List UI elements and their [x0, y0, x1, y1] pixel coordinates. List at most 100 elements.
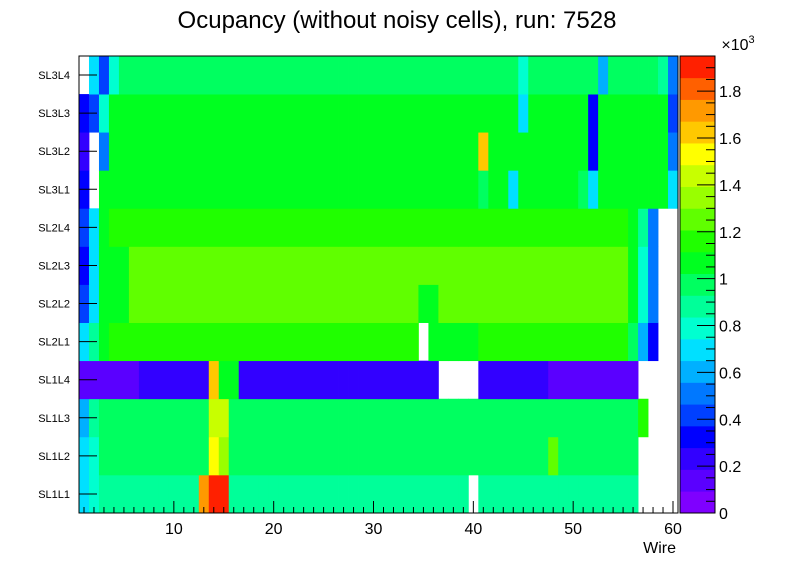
- heatmap-cell-SL1L4-w24: [308, 360, 319, 400]
- heatmap-cell-SL3L3-w4: [108, 94, 120, 133]
- heatmap-cell-SL2L2-w50: [568, 284, 579, 323]
- heatmap-cell-SL3L2-w6: [128, 132, 140, 171]
- heatmap-cell-SL1L2-w18: [248, 436, 260, 476]
- heatmap-cell-SL3L4-w7: [138, 56, 150, 95]
- heatmap-cell-SL3L4-w20: [268, 56, 280, 95]
- heatmap-cell-SL3L3-w44: [508, 94, 519, 133]
- heatmap-cell-SL2L2-w8: [148, 284, 160, 323]
- heatmap-cell-SL2L3-w30: [368, 246, 379, 285]
- heatmap-cell-SL2L2-w51: [578, 284, 589, 323]
- heatmap-cell-SL2L2-w21: [278, 284, 290, 323]
- heatmap-cell-SL2L3-w38: [448, 246, 459, 285]
- heatmap-cell-SL2L3-w7: [138, 246, 150, 285]
- x-tick-label: 40: [464, 521, 482, 538]
- heatmap-cell-SL3L4-w3: [98, 56, 110, 95]
- heatmap-cell-SL2L2-w37: [438, 284, 449, 323]
- heatmap-cell-SL2L4-w19: [258, 208, 270, 247]
- heatmap-cell-SL3L3-w40: [468, 94, 479, 133]
- color-scale-exponent: ×103: [721, 34, 754, 54]
- heatmap-cell-SL3L3-w19: [258, 94, 270, 133]
- heatmap-cell-SL1L3-w12: [188, 398, 200, 438]
- heatmap-cell-SL1L2-w32: [388, 436, 399, 476]
- heatmap-cell-SL1L2-w23: [298, 436, 310, 476]
- heatmap-cell-SL2L4-w10: [168, 208, 180, 247]
- heatmap-cell-SL2L2-w26: [328, 284, 339, 323]
- heatmap-cell-SL2L3-w31: [378, 246, 389, 285]
- heatmap-cell-SL2L3-w15: [218, 246, 230, 285]
- heatmap-cell-SL2L3-w52: [588, 246, 599, 285]
- heatmap-cell-SL2L1-w48: [548, 322, 559, 362]
- heatmap-cell-SL3L2-w20: [268, 132, 280, 171]
- y-tick-label: SL2L1: [38, 337, 70, 349]
- heatmap-cell-SL2L3-w54: [608, 246, 619, 285]
- heatmap-cell-SL1L4-w6: [128, 360, 140, 400]
- heatmap-cell-SL1L1-w38: [448, 474, 459, 514]
- heatmap-cell-SL2L2-w31: [378, 284, 389, 323]
- heatmap-cell-SL3L1-w25: [318, 170, 329, 209]
- heatmap-cell-SL1L1-w54: [608, 474, 619, 514]
- heatmap-cell-SL1L2-w9: [158, 436, 170, 476]
- heatmap-cell-SL2L2-w47: [538, 284, 549, 323]
- heatmap-cell-SL1L2-w53: [598, 436, 609, 476]
- heatmap-cell-SL3L3-w5: [118, 94, 130, 133]
- heatmap-cell-SL2L3-w12: [188, 246, 200, 285]
- heatmap-cell-SL2L2-w19: [258, 284, 270, 323]
- heatmap-cell-SL2L2-w17: [238, 284, 250, 323]
- heatmap-cell-SL3L3-w60: [668, 94, 679, 133]
- heatmap-cell-SL3L4-w48: [548, 56, 559, 95]
- heatmap-cell-SL3L4-w58: [648, 56, 659, 95]
- heatmap-cell-SL3L1-w48: [548, 170, 559, 209]
- heatmap-cell-SL2L3-w34: [408, 246, 419, 285]
- heatmap-cell-SL2L1-w28: [348, 322, 359, 362]
- heatmap-cell-SL1L1-w41: [478, 474, 489, 514]
- heatmap-cell-SL1L4-w56: [628, 360, 639, 400]
- heatmap-cell-SL1L4-w21: [278, 360, 290, 400]
- heatmap-cell-SL3L1-w23: [298, 170, 310, 209]
- heatmap-cell-SL3L1-w33: [398, 170, 409, 209]
- heatmap-cell-SL3L2-w58: [648, 132, 659, 171]
- heatmap-cell-SL1L2-w13: [198, 436, 210, 476]
- heatmap-cell-SL1L1-w16: [228, 474, 240, 514]
- heatmap-cell-SL1L1-w47: [538, 474, 549, 514]
- heatmap-cell-SL2L4-w54: [608, 208, 619, 247]
- heatmap-cell-SL1L2-w49: [558, 436, 569, 476]
- heatmap-cell-SL2L2-w18: [248, 284, 260, 323]
- heatmap-cell-SL2L1-w19: [258, 322, 270, 362]
- heatmap-cell-SL2L2-w54: [608, 284, 619, 323]
- heatmap-cell-SL1L4-w43: [498, 360, 509, 400]
- heatmap-cell-SL3L4-w38: [448, 56, 459, 95]
- heatmap-cell-SL1L2-w38: [448, 436, 459, 476]
- heatmap-cell-SL3L1-w58: [648, 170, 659, 209]
- heatmap-cell-SL2L1-w21: [278, 322, 290, 362]
- heatmap-cell-SL2L1-w25: [318, 322, 329, 362]
- heatmap-cell-SL2L2-w46: [528, 284, 539, 323]
- heatmap-cell-SL1L1-w20: [268, 474, 280, 514]
- heatmap-cell-SL2L4-w9: [158, 208, 170, 247]
- heatmap-cell-SL2L1-w16: [228, 322, 240, 362]
- heatmap-cell-SL3L1-w13: [198, 170, 210, 209]
- heatmap-cell-SL2L1-w33: [398, 322, 409, 362]
- heatmap-cell-SL2L4-w13: [198, 208, 210, 247]
- heatmap-cell-SL3L4-w42: [488, 56, 499, 95]
- heatmap-cell-SL1L3-w22: [288, 398, 300, 438]
- heatmap-cell-SL1L1-w27: [338, 474, 349, 514]
- heatmap-cell-SL2L1-w50: [568, 322, 579, 362]
- heatmap-cell-SL2L1-w54: [608, 322, 619, 362]
- heatmap-cell-SL2L1-w49: [558, 322, 569, 362]
- heatmap-cell-SL1L2-w52: [588, 436, 599, 476]
- heatmap-cell-SL3L2-w26: [328, 132, 339, 171]
- heatmap-cell-SL2L1-w30: [368, 322, 379, 362]
- heatmap-cell-SL2L1-w51: [578, 322, 589, 362]
- heatmap-cell-SL3L4-w34: [408, 56, 419, 95]
- heatmap-cell-SL2L1-w53: [598, 322, 609, 362]
- color-scale-swatch: [680, 317, 715, 340]
- color-scale-swatch: [680, 208, 715, 231]
- heatmap-cell-SL1L1-w5: [118, 474, 130, 514]
- heatmap-cell-SL2L3-w3: [98, 246, 110, 285]
- heatmap-cell-SL2L2-w35: [418, 284, 429, 323]
- heatmap-cell-SL1L1-w55: [618, 474, 629, 514]
- heatmap-cell-SL3L4-w45: [518, 56, 529, 95]
- heatmap-cell-SL3L2-w34: [408, 132, 419, 171]
- heatmap-cell-SL3L3-w51: [578, 94, 589, 133]
- heatmap-cell-SL1L2-w55: [618, 436, 629, 476]
